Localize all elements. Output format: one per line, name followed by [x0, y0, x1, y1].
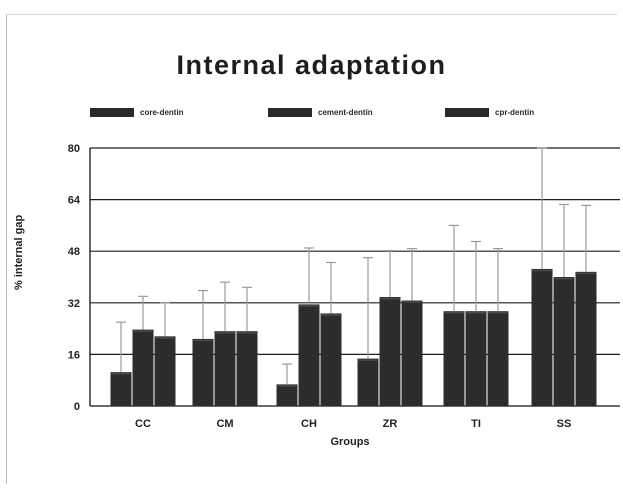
- bar-ti-cpr-dentin: [487, 311, 509, 406]
- bar-ti-cement-dentin: [465, 311, 487, 406]
- bar-ch-core-dentin: [276, 384, 298, 406]
- chart-title: Internal adaptation: [176, 50, 447, 80]
- legend-swatch-cpr-dentin: [445, 108, 489, 117]
- y-tick-label-80: 80: [68, 143, 80, 155]
- legend-swatch-cement-dentin: [268, 108, 312, 117]
- x-tick-label-ti: TI: [471, 418, 481, 430]
- x-tick-label-zr: ZR: [383, 418, 398, 430]
- legend-label-cement-dentin: cement-dentin: [318, 108, 373, 117]
- bar-ss-core-dentin: [531, 268, 553, 406]
- x-tick-label-ch: CH: [301, 418, 317, 430]
- y-tick-label-64: 64: [68, 195, 81, 207]
- legend-label-cpr-dentin: cpr-dentin: [495, 108, 535, 117]
- bar-cm-cement-dentin: [214, 331, 236, 406]
- bar-ss-cpr-dentin: [575, 271, 597, 406]
- bar-cm-core-dentin: [192, 338, 214, 406]
- bar-zr-cement-dentin: [379, 296, 401, 406]
- x-tick-label-cm: CM: [216, 418, 233, 430]
- bar-zr-core-dentin: [357, 358, 379, 406]
- y-tick-label-32: 32: [68, 298, 80, 310]
- y-tick-label-48: 48: [68, 246, 80, 258]
- bar-cc-core-dentin: [110, 372, 132, 406]
- x-tick-label-ss: SS: [557, 418, 572, 430]
- legend-swatch-core-dentin: [90, 108, 134, 117]
- bar-cc-cpr-dentin: [154, 336, 176, 406]
- chart-frame: [6, 14, 617, 484]
- bar-ch-cpr-dentin: [320, 313, 342, 406]
- bar-ch-cement-dentin: [298, 304, 320, 406]
- x-axis-label: Groups: [330, 436, 370, 448]
- bar-zr-cpr-dentin: [401, 300, 423, 406]
- bar-cm-cpr-dentin: [236, 331, 258, 406]
- bar-ss-cement-dentin: [553, 277, 575, 406]
- x-tick-label-cc: CC: [135, 418, 151, 430]
- y-tick-label-16: 16: [68, 349, 80, 361]
- bar-cc-cement-dentin: [132, 329, 154, 406]
- bar-ti-core-dentin: [443, 311, 465, 406]
- y-tick-label-0: 0: [74, 401, 80, 413]
- legend-label-core-dentin: core-dentin: [140, 108, 184, 117]
